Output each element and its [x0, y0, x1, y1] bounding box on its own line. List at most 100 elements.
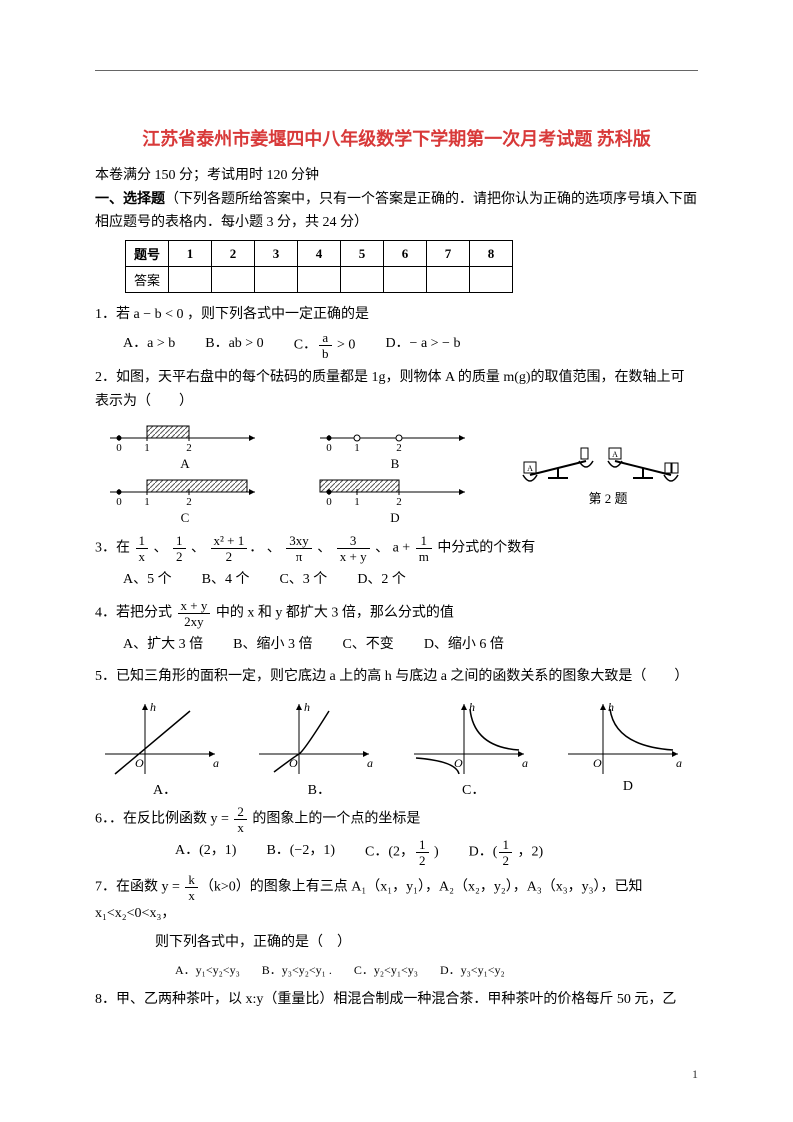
q1-opt-b: B．ab > 0: [205, 331, 263, 360]
question-2-figures: 012 A 012 B: [95, 418, 698, 528]
question-5: 5．已知三角形的面积一定，则它底边 a 上的高 h 与底边 a 之间的函数关系的…: [95, 665, 698, 689]
page-number: 1: [692, 1067, 698, 1082]
svg-text:a: a: [522, 756, 528, 770]
svg-text:A: A: [612, 450, 618, 459]
svg-text:0: 0: [326, 442, 332, 454]
q4-opt: D、缩小 6 倍: [424, 632, 504, 659]
q7-opt: B．y₃<y₂<y₁ .: [262, 959, 332, 982]
table-col: 2: [212, 241, 255, 267]
question-4-options: A、扩大 3 倍 B、缩小 3 倍 C、不变 D、缩小 6 倍: [123, 632, 698, 659]
question-7: 7．在函数 y = kx（k>0）的图象上有三点 A₁（x₁，y₁），A₂（x₂…: [95, 873, 698, 926]
question-3-options: A、5 个 B、4 个 C、3 个 D、2 个: [123, 567, 698, 594]
graph-b: h a O B．: [249, 699, 389, 799]
question-6: 6．．在反比例函数 y = 2x 的图象上的一个点的坐标是: [95, 805, 698, 834]
svg-text:h: h: [150, 700, 156, 714]
q7-opt: C．y₂<y₁<y₃: [354, 959, 418, 982]
svg-text:0: 0: [116, 496, 122, 508]
question-5-graphs: h a O A． h a O B． h a: [95, 699, 698, 799]
table-header-row: 题号 1 2 3 4 5 6 7 8: [126, 241, 513, 267]
q7-opt: A．y₁<y₂<y₃: [175, 959, 240, 982]
svg-text:2: 2: [186, 496, 192, 508]
table-col: 4: [298, 241, 341, 267]
question-6-options: A．(2，1) B．(−2，1) C．(2，12 ) D．(12 ，2): [175, 838, 698, 867]
q6-opt-b: B．(−2，1): [266, 838, 335, 867]
svg-text:1: 1: [144, 442, 150, 454]
q7-opt: D．y₃<y₁<y₂: [440, 959, 505, 982]
numberline-c: 012 C: [105, 478, 265, 526]
fraction: ab: [319, 331, 332, 360]
svg-text:h: h: [304, 700, 310, 714]
numberline-d: 012 D: [315, 478, 475, 526]
question-7-line2: 则下列各式中，正确的是（ ）: [155, 931, 698, 955]
numberline-b: 012 B: [315, 424, 475, 472]
q3-opt: C、3 个: [279, 567, 327, 594]
q1-opt-c: C．ab > 0: [294, 331, 356, 360]
exam-page: 江苏省泰州市姜堰四中八年级数学下学期第一次月考试题 苏科版 本卷满分 150 分…: [0, 0, 793, 1122]
table-col: 3: [255, 241, 298, 267]
section-1-label: 一、选择题: [95, 192, 165, 207]
svg-text:0: 0: [326, 496, 332, 508]
section-1-desc: （下列各题所给答案中，只有一个答案是正确的．请把你认为正确的选项序号填入下面相应…: [95, 192, 697, 229]
svg-text:2: 2: [186, 442, 192, 454]
answer-table: 题号 1 2 3 4 5 6 7 8 答案: [125, 240, 513, 293]
question-1: 1．若 a − b < 0 ，则下列各式中一定正确的是: [95, 303, 698, 327]
section-1-heading: 一、选择题（下列各题所给答案中，只有一个答案是正确的．请把你认为正确的选项序号填…: [95, 189, 698, 234]
question-3: 3．在 1x 、 12 、 x² + 12． 、 3xyπ 、 3x + y 、…: [95, 534, 698, 563]
q4-opt: C、不变: [342, 632, 393, 659]
svg-text:a: a: [676, 756, 682, 770]
top-rule: [95, 70, 698, 71]
graph-a: h a O A．: [95, 699, 235, 799]
q3-opt: A、5 个: [123, 567, 172, 594]
answer-cell[interactable]: [298, 267, 341, 293]
answer-cell[interactable]: [341, 267, 384, 293]
q6-opt-a: A．(2，1): [175, 838, 236, 867]
q6-opt-d: D．(12 ，2): [469, 838, 543, 867]
table-col: 8: [470, 241, 513, 267]
question-2: 2．如图，天平右盘中的每个砝码的质量都是 1g，则物体 A 的质量 m(g)的取…: [95, 366, 698, 414]
svg-text:1: 1: [354, 442, 360, 454]
question-7-options: A．y₁<y₂<y₃ B．y₃<y₂<y₁ . C．y₂<y₁<y₃ D．y₃<…: [175, 959, 698, 982]
svg-text:a: a: [213, 756, 219, 770]
svg-text:O: O: [454, 756, 463, 770]
answer-cell[interactable]: [255, 267, 298, 293]
svg-text:A: A: [527, 464, 533, 473]
answer-cell[interactable]: [470, 267, 513, 293]
exam-info: 本卷满分 150 分；考试用时 120 分钟: [95, 165, 698, 187]
svg-text:O: O: [289, 756, 298, 770]
answer-cell[interactable]: [427, 267, 470, 293]
q3-opt: D、2 个: [357, 567, 406, 594]
table-header-label: 题号: [126, 241, 169, 267]
q4-opt: A、扩大 3 倍: [123, 632, 203, 659]
question-1-options: A．a > b B．ab > 0 C．ab > 0 D．− a > − b: [123, 331, 698, 360]
figure-caption: 第 2 题: [518, 488, 698, 507]
exam-title: 江苏省泰州市姜堰四中八年级数学下学期第一次月考试题 苏科版: [95, 125, 698, 151]
balance-figure: A A 第 2 题: [518, 418, 698, 507]
q6-opt-c: C．(2，12 ): [365, 838, 439, 867]
answer-cell[interactable]: [384, 267, 427, 293]
question-8: 8．甲、乙两种茶叶，以 x:y（重量比）相混合制成一种混合茶．甲种茶叶的价格每斤…: [95, 988, 698, 1012]
svg-text:2: 2: [396, 442, 402, 454]
svg-text:a: a: [367, 756, 373, 770]
q1-opt-a: A．a > b: [123, 331, 175, 360]
svg-text:O: O: [593, 756, 602, 770]
q1-opt-d: D．− a > − b: [385, 331, 460, 360]
q3-opt: B、4 个: [202, 567, 250, 594]
graph-d: h a O D: [558, 699, 698, 799]
table-col: 1: [169, 241, 212, 267]
question-4: 4．若把分式 x + y2xy 中的 x 和 y 都扩大 3 倍，那么分式的值: [95, 599, 698, 628]
svg-text:1: 1: [144, 496, 150, 508]
answer-cell[interactable]: [212, 267, 255, 293]
answer-cell[interactable]: [169, 267, 212, 293]
svg-text:0: 0: [116, 442, 122, 454]
table-answer-label: 答案: [126, 267, 169, 293]
table-col: 7: [427, 241, 470, 267]
svg-text:h: h: [608, 700, 614, 714]
table-col: 5: [341, 241, 384, 267]
numberline-a: 012 A: [105, 424, 265, 472]
svg-text:2: 2: [396, 496, 402, 508]
graph-c: h a O C．: [404, 699, 544, 799]
table-col: 6: [384, 241, 427, 267]
table-answer-row: 答案: [126, 267, 513, 293]
svg-text:h: h: [469, 700, 475, 714]
q4-opt: B、缩小 3 倍: [233, 632, 312, 659]
